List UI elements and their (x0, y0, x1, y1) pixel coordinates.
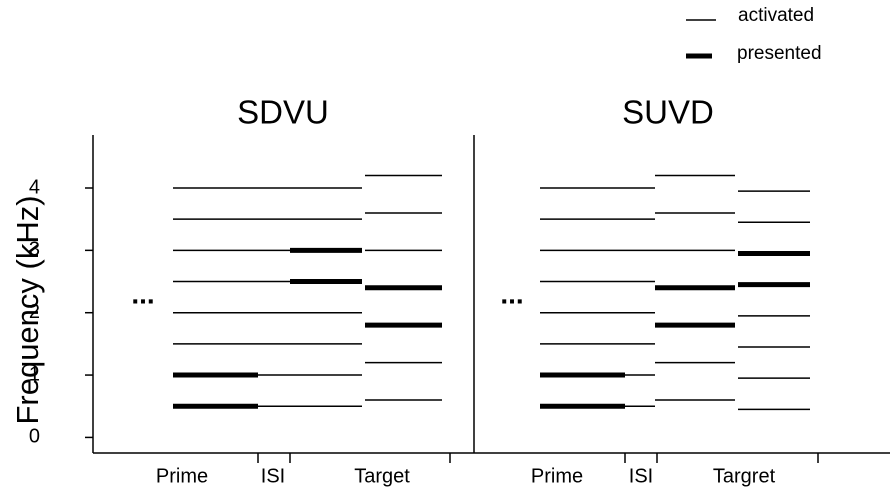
phase-label: Targret (713, 465, 776, 487)
y-axis-label: Frequency (kHz) (10, 195, 45, 424)
y-tick-label: 3 (29, 239, 40, 261)
phase-label: Prime (531, 465, 583, 487)
y-tick-label: 0 (29, 426, 40, 448)
phase-label: Target (354, 465, 410, 487)
y-tick-label: 1 (29, 363, 40, 385)
y-tick-label: 2 (29, 301, 40, 323)
ellipsis: ... (500, 278, 523, 309)
y-tick-label: 4 (29, 176, 40, 198)
phase-label: ISI (629, 465, 653, 487)
phase-label: ISI (261, 465, 285, 487)
phase-label: Prime (156, 465, 208, 487)
legend-label: presented (737, 43, 822, 64)
panel-title: SDVU (237, 94, 329, 131)
ellipsis: ... (131, 278, 154, 309)
legend-label: activated (738, 5, 814, 26)
panel-title: SUVD (622, 94, 714, 131)
